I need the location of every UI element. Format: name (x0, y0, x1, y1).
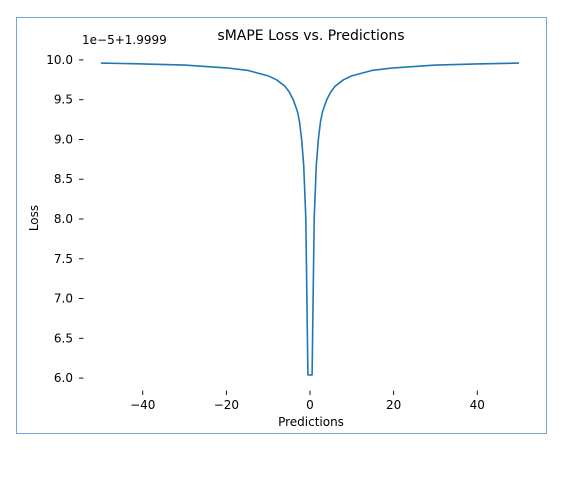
x-tick-label: 20 (386, 398, 401, 412)
loss-curve (100, 62, 520, 376)
x-axis-ticks: −40 −20 0 20 40 (130, 390, 485, 412)
figure-frame (16, 17, 547, 434)
y-tick-label: 10.0 (46, 53, 73, 67)
y-offset-text: 1e−5+1.9999 (82, 33, 167, 47)
x-tick-label: 0 (306, 398, 314, 412)
x-axis-label: Predictions (278, 415, 344, 429)
x-tick-label: −20 (214, 398, 239, 412)
x-tick-label: −40 (130, 398, 155, 412)
y-axis-label: Loss (27, 205, 41, 231)
y-tick-label: 8.5 (54, 172, 73, 186)
y-axis-ticks: 6.0 6.5 7.0 7.5 8.0 8.5 9.0 9.5 10.0 (46, 53, 84, 385)
y-tick-label: 7.0 (54, 292, 73, 306)
y-tick-label: 6.5 (54, 331, 73, 345)
y-tick-label: 6.0 (54, 371, 73, 385)
y-tick-label: 8.0 (54, 212, 73, 226)
chart-title: sMAPE Loss vs. Predictions (217, 28, 404, 44)
x-tick-label: 40 (470, 398, 485, 412)
y-tick-label: 7.5 (54, 252, 73, 266)
y-tick-label: 9.0 (54, 132, 73, 146)
y-tick-label: 9.5 (54, 93, 73, 107)
